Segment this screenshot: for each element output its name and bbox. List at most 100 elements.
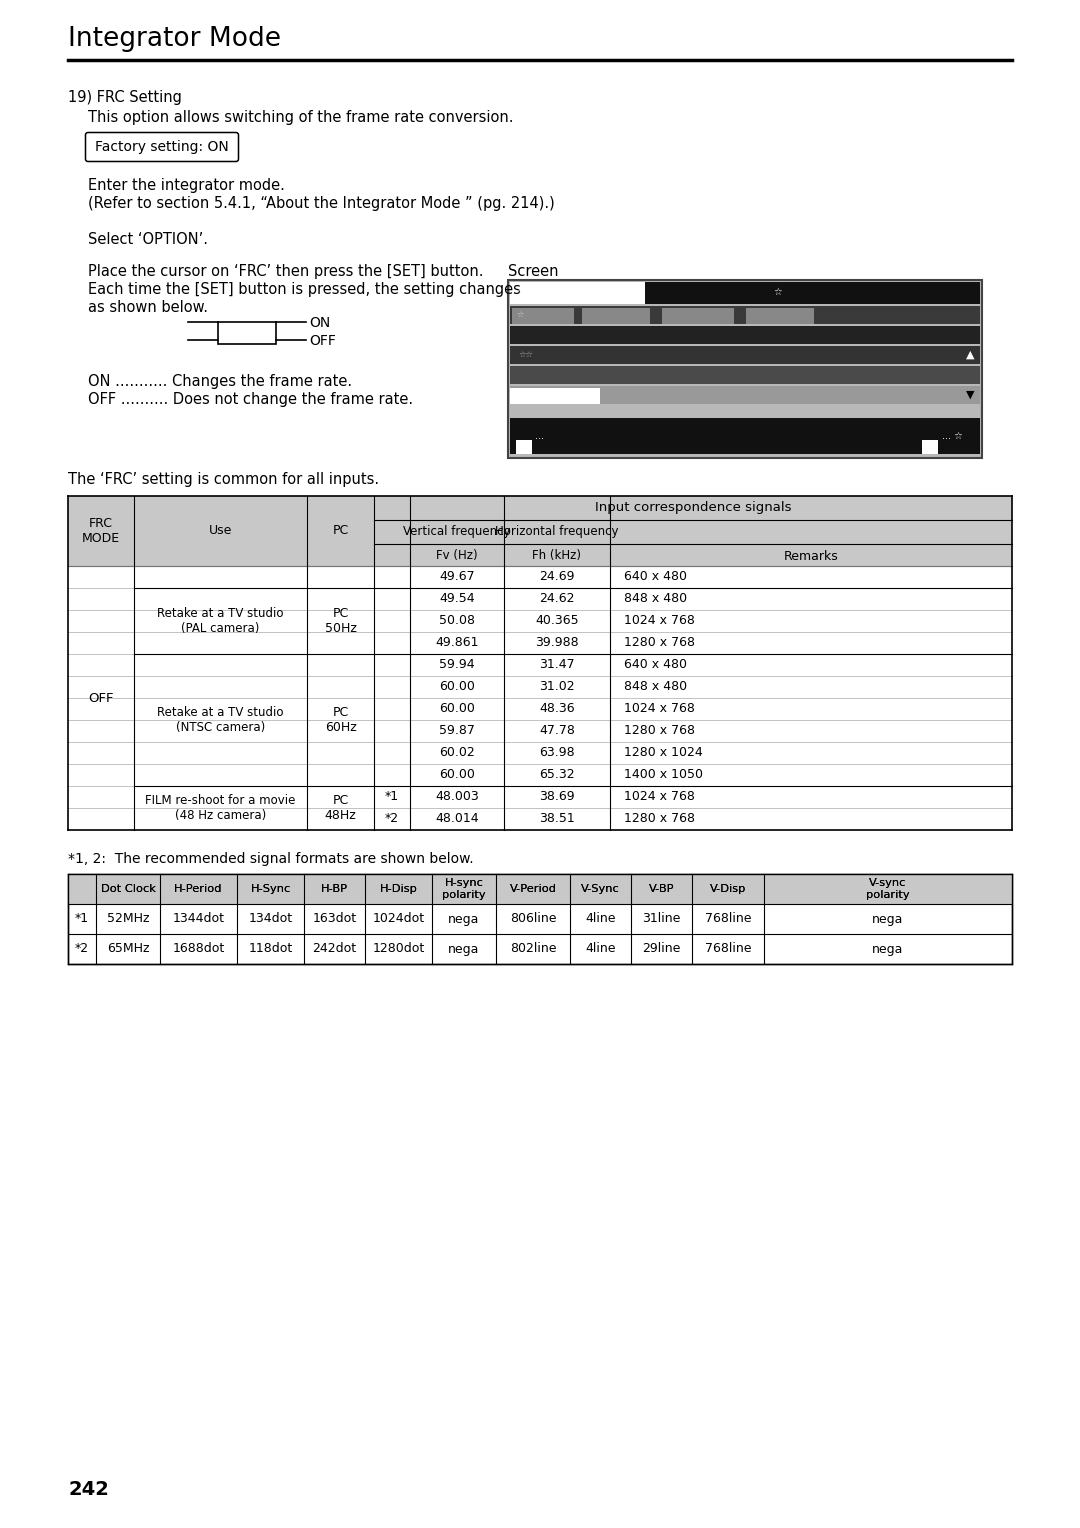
Text: nega: nega [448,912,480,926]
Bar [510,387,980,403]
Text: 1280dot: 1280dot [373,943,424,955]
Text: (Refer to section 5.4.1, “About the Integrator Mode ” (pg. 214).): (Refer to section 5.4.1, “About the Inte… [87,196,555,211]
FancyBboxPatch shape [85,133,239,162]
Text: H-Period: H-Period [174,885,222,894]
Bar [68,874,1012,905]
Text: 60.02: 60.02 [440,747,475,759]
Text: 242: 242 [68,1481,109,1499]
Text: PC
48Hz: PC 48Hz [325,795,356,822]
Text: 65MHz: 65MHz [107,943,149,955]
Text: FRC
MODE: FRC MODE [82,516,120,545]
Text: Input correspondence signals: Input correspondence signals [595,501,792,515]
Text: Horizontal frequency: Horizontal frequency [496,526,619,538]
Text: *1: *1 [384,790,400,804]
Text: PC
50Hz: PC 50Hz [325,607,356,636]
Text: 768line: 768line [705,943,752,955]
Text: H-sync
polarity: H-sync polarity [442,879,486,900]
Text: 31line: 31line [643,912,680,926]
Text: 19) FRC Setting: 19) FRC Setting [68,90,181,105]
Text: PC: PC [333,524,349,538]
Text: 640 x 480: 640 x 480 [624,570,687,584]
Text: H-BP: H-BP [321,885,348,894]
Bar [510,345,980,364]
Bar [510,388,600,403]
Bar [68,497,1012,565]
Text: ▼: ▼ [966,390,974,400]
Text: V-BP: V-BP [649,885,674,894]
Text: H-Disp: H-Disp [379,885,418,894]
Text: 1280 x 768: 1280 x 768 [624,637,696,649]
Text: V-Sync: V-Sync [581,885,620,894]
Text: Integrator Mode: Integrator Mode [68,26,281,52]
Text: 48.014: 48.014 [435,813,478,825]
Text: as shown below.: as shown below. [87,299,208,315]
Text: Fv (Hz): Fv (Hz) [436,549,477,561]
Text: 1024dot: 1024dot [373,912,424,926]
Text: 1024 x 768: 1024 x 768 [624,614,694,628]
Text: Use: Use [208,524,232,538]
Text: 48.36: 48.36 [539,703,575,715]
Bar [922,440,939,454]
Text: Dot Clock: Dot Clock [100,885,156,894]
Text: 49.67: 49.67 [440,570,475,584]
Text: ☆: ☆ [516,287,525,296]
Text: Fh (kHz): Fh (kHz) [532,549,581,561]
Text: Vertical frequency: Vertical frequency [403,526,511,538]
Text: 31.02: 31.02 [539,680,575,694]
Text: Dot Clock: Dot Clock [100,885,156,894]
Text: 134dot: 134dot [248,912,293,926]
Text: 29line: 29line [643,943,680,955]
Bar [218,322,276,344]
Text: H-Period: H-Period [174,885,222,894]
Text: V-sync
polarity: V-sync polarity [866,879,909,900]
Text: OFF: OFF [89,692,113,704]
Text: 848 x 480: 848 x 480 [624,680,687,694]
Text: OFF .......... Does not change the frame rate.: OFF .......... Does not change the frame… [87,393,414,406]
Text: Retake at a TV studio
(NTSC camera): Retake at a TV studio (NTSC camera) [158,706,284,733]
Text: V-Period: V-Period [510,885,556,894]
Text: 1344dot: 1344dot [173,912,225,926]
Text: 242dot: 242dot [312,943,356,955]
Text: PC
60Hz: PC 60Hz [325,706,356,733]
Text: Select ‘OPTION’.: Select ‘OPTION’. [87,232,208,248]
Text: 48.003: 48.003 [435,790,478,804]
Text: 59.94: 59.94 [440,659,475,671]
Text: 1280 x 1024: 1280 x 1024 [624,747,703,759]
Text: 806line: 806line [510,912,556,926]
Text: 60.00: 60.00 [440,680,475,694]
Text: nega: nega [873,943,904,955]
Text: *1, 2:  The recommended signal formats are shown below.: *1, 2: The recommended signal formats ar… [68,853,474,866]
Bar [510,283,980,304]
Text: *2: *2 [75,943,89,955]
Text: 1688dot: 1688dot [173,943,225,955]
Text: H-BP: H-BP [321,885,348,894]
Text: nega: nega [448,943,480,955]
Text: Remarks: Remarks [784,550,838,564]
Text: 31.47: 31.47 [539,659,575,671]
Bar [68,874,1012,964]
Bar [68,874,1012,905]
Text: 40.365: 40.365 [536,614,579,628]
Text: 1400 x 1050: 1400 x 1050 [624,769,703,781]
Bar [516,440,532,454]
Text: 60.00: 60.00 [440,703,475,715]
Text: 640 x 480: 640 x 480 [624,659,687,671]
Text: H-Disp: H-Disp [379,885,418,894]
Text: 118dot: 118dot [248,943,293,955]
Text: ... ☆: ... ☆ [942,431,963,442]
Text: H-Sync: H-Sync [251,885,291,894]
Text: Factory setting: ON: Factory setting: ON [95,141,229,154]
Text: V-Disp: V-Disp [710,885,746,894]
Text: 1280 x 768: 1280 x 768 [624,724,696,738]
Text: Retake at a TV studio
(PAL camera): Retake at a TV studio (PAL camera) [158,607,284,636]
Text: V-Period: V-Period [510,885,556,894]
Text: Place the cursor on ‘FRC’ then press the [SET] button.: Place the cursor on ‘FRC’ then press the… [87,264,484,280]
Text: 60.00: 60.00 [440,769,475,781]
Bar [508,280,982,458]
Text: 38.69: 38.69 [539,790,575,804]
Text: 4line: 4line [585,943,616,955]
Text: 768line: 768line [705,912,752,926]
Text: 1280 x 768: 1280 x 768 [624,813,696,825]
Text: ON: ON [309,316,330,330]
Text: ON ........... Changes the frame rate.: ON ........... Changes the frame rate. [87,374,352,390]
